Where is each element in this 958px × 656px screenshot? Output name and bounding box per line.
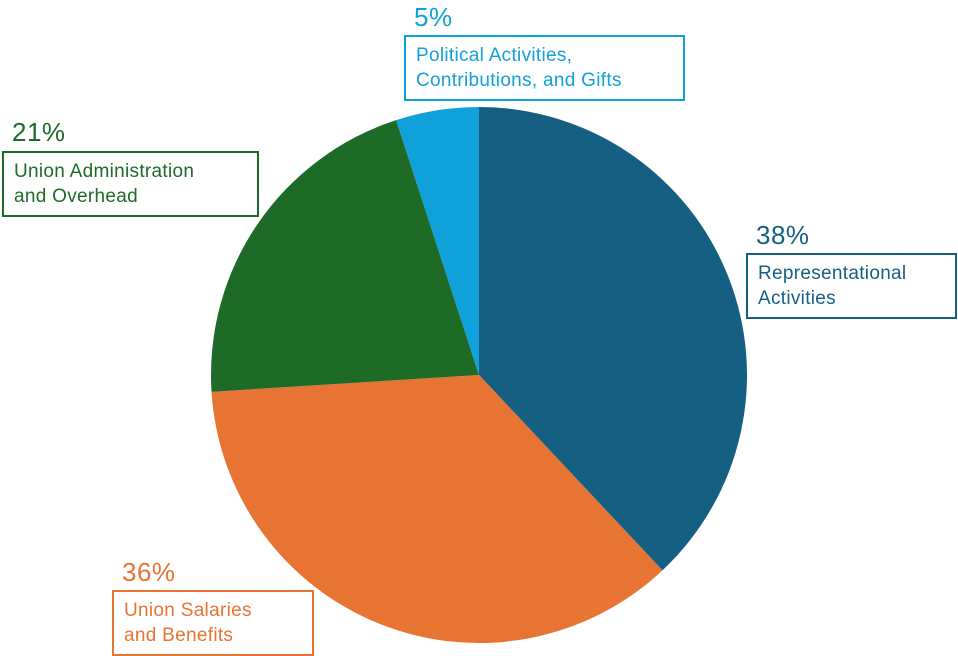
percent-label-representational: 38% [756, 220, 810, 250]
callout-union-salaries-benefits: Union Salaries and Benefits [112, 590, 314, 656]
callout-representational-activities: Representational Activities [746, 253, 957, 319]
percent-label-administration: 21% [12, 117, 66, 147]
pie-slices [211, 107, 747, 643]
slice-representational [479, 107, 747, 571]
callout-union-administration-overhead: Union Administration and Overhead [2, 151, 259, 217]
slice-salaries [211, 375, 663, 643]
slice-administration [211, 120, 479, 392]
percent-label-political: 5% [414, 2, 453, 32]
slice-political [396, 107, 479, 375]
callout-political-activities: Political Activities, Contributions, and… [404, 35, 685, 101]
percent-label-salaries: 36% [122, 557, 176, 587]
